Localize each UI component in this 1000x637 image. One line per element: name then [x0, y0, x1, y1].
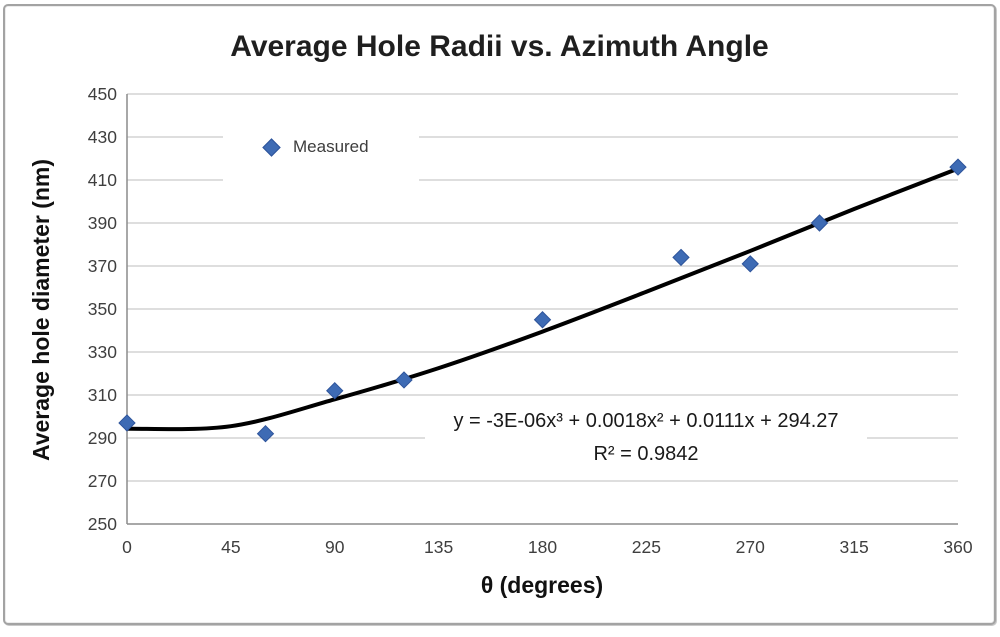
x-tick-label: 45	[221, 537, 240, 557]
y-tick-label: 250	[88, 514, 117, 534]
data-point-diamond[interactable]	[533, 311, 552, 329]
data-point-diamond[interactable]	[810, 214, 829, 232]
x-tick-label: 135	[424, 537, 453, 557]
y-tick-label: 410	[88, 170, 117, 190]
x-tick-label: 0	[122, 537, 132, 557]
x-tick-label: 315	[840, 537, 869, 557]
x-tick-label: 225	[632, 537, 661, 557]
trendline-curve[interactable]	[125, 166, 960, 432]
plot-area: 250 270 290 310 330 350 370 390 410 430 450 0 45 90 13…	[88, 84, 973, 557]
chart-title: Average Hole Radii vs. Azimuth Angle	[230, 30, 769, 63]
y-tick-label: 290	[88, 428, 117, 448]
trendline-label: y = -3E-06x³ + 0.0018x² + 0.0111x + 294.…	[425, 402, 867, 474]
data-point-diamond[interactable]	[256, 424, 275, 443]
y-tick-label: 330	[88, 342, 117, 362]
y-tick-label: 370	[88, 256, 117, 276]
data-point-diamond[interactable]	[395, 371, 413, 389]
y-tick-label: 350	[88, 299, 117, 319]
x-tick-label: 360	[943, 537, 972, 557]
y-tick-label: 390	[88, 213, 117, 233]
y-tick-label: 310	[88, 385, 117, 405]
trendline-equation: y = -3E-06x³ + 0.0018x² + 0.0111x + 294.…	[453, 410, 839, 432]
y-tick-label: 270	[88, 471, 117, 491]
x-tick-label: 180	[528, 537, 557, 557]
data-point-diamond[interactable]	[326, 381, 344, 400]
measured-series-diamond-icon	[262, 137, 281, 157]
data-point-diamond[interactable]	[118, 414, 136, 432]
y-tick-label: 430	[88, 127, 117, 147]
data-point-diamond[interactable]	[949, 158, 967, 176]
data-point-diamond[interactable]	[672, 248, 690, 267]
data-point-diamond[interactable]	[741, 255, 759, 273]
legend[interactable]: Measured	[223, 112, 419, 182]
x-tick-label: 90	[325, 537, 345, 557]
x-axis-title: θ (degrees)	[480, 572, 604, 598]
x-tick-label: 270	[736, 537, 765, 557]
chart-container: Average Hole Radii vs. Azimuth Angle Ave…	[3, 4, 996, 625]
y-tick-label: 450	[88, 84, 117, 104]
legend-label-measured: Measured	[293, 137, 369, 156]
trendline-r-squared: R² = 0.9842	[593, 443, 699, 465]
